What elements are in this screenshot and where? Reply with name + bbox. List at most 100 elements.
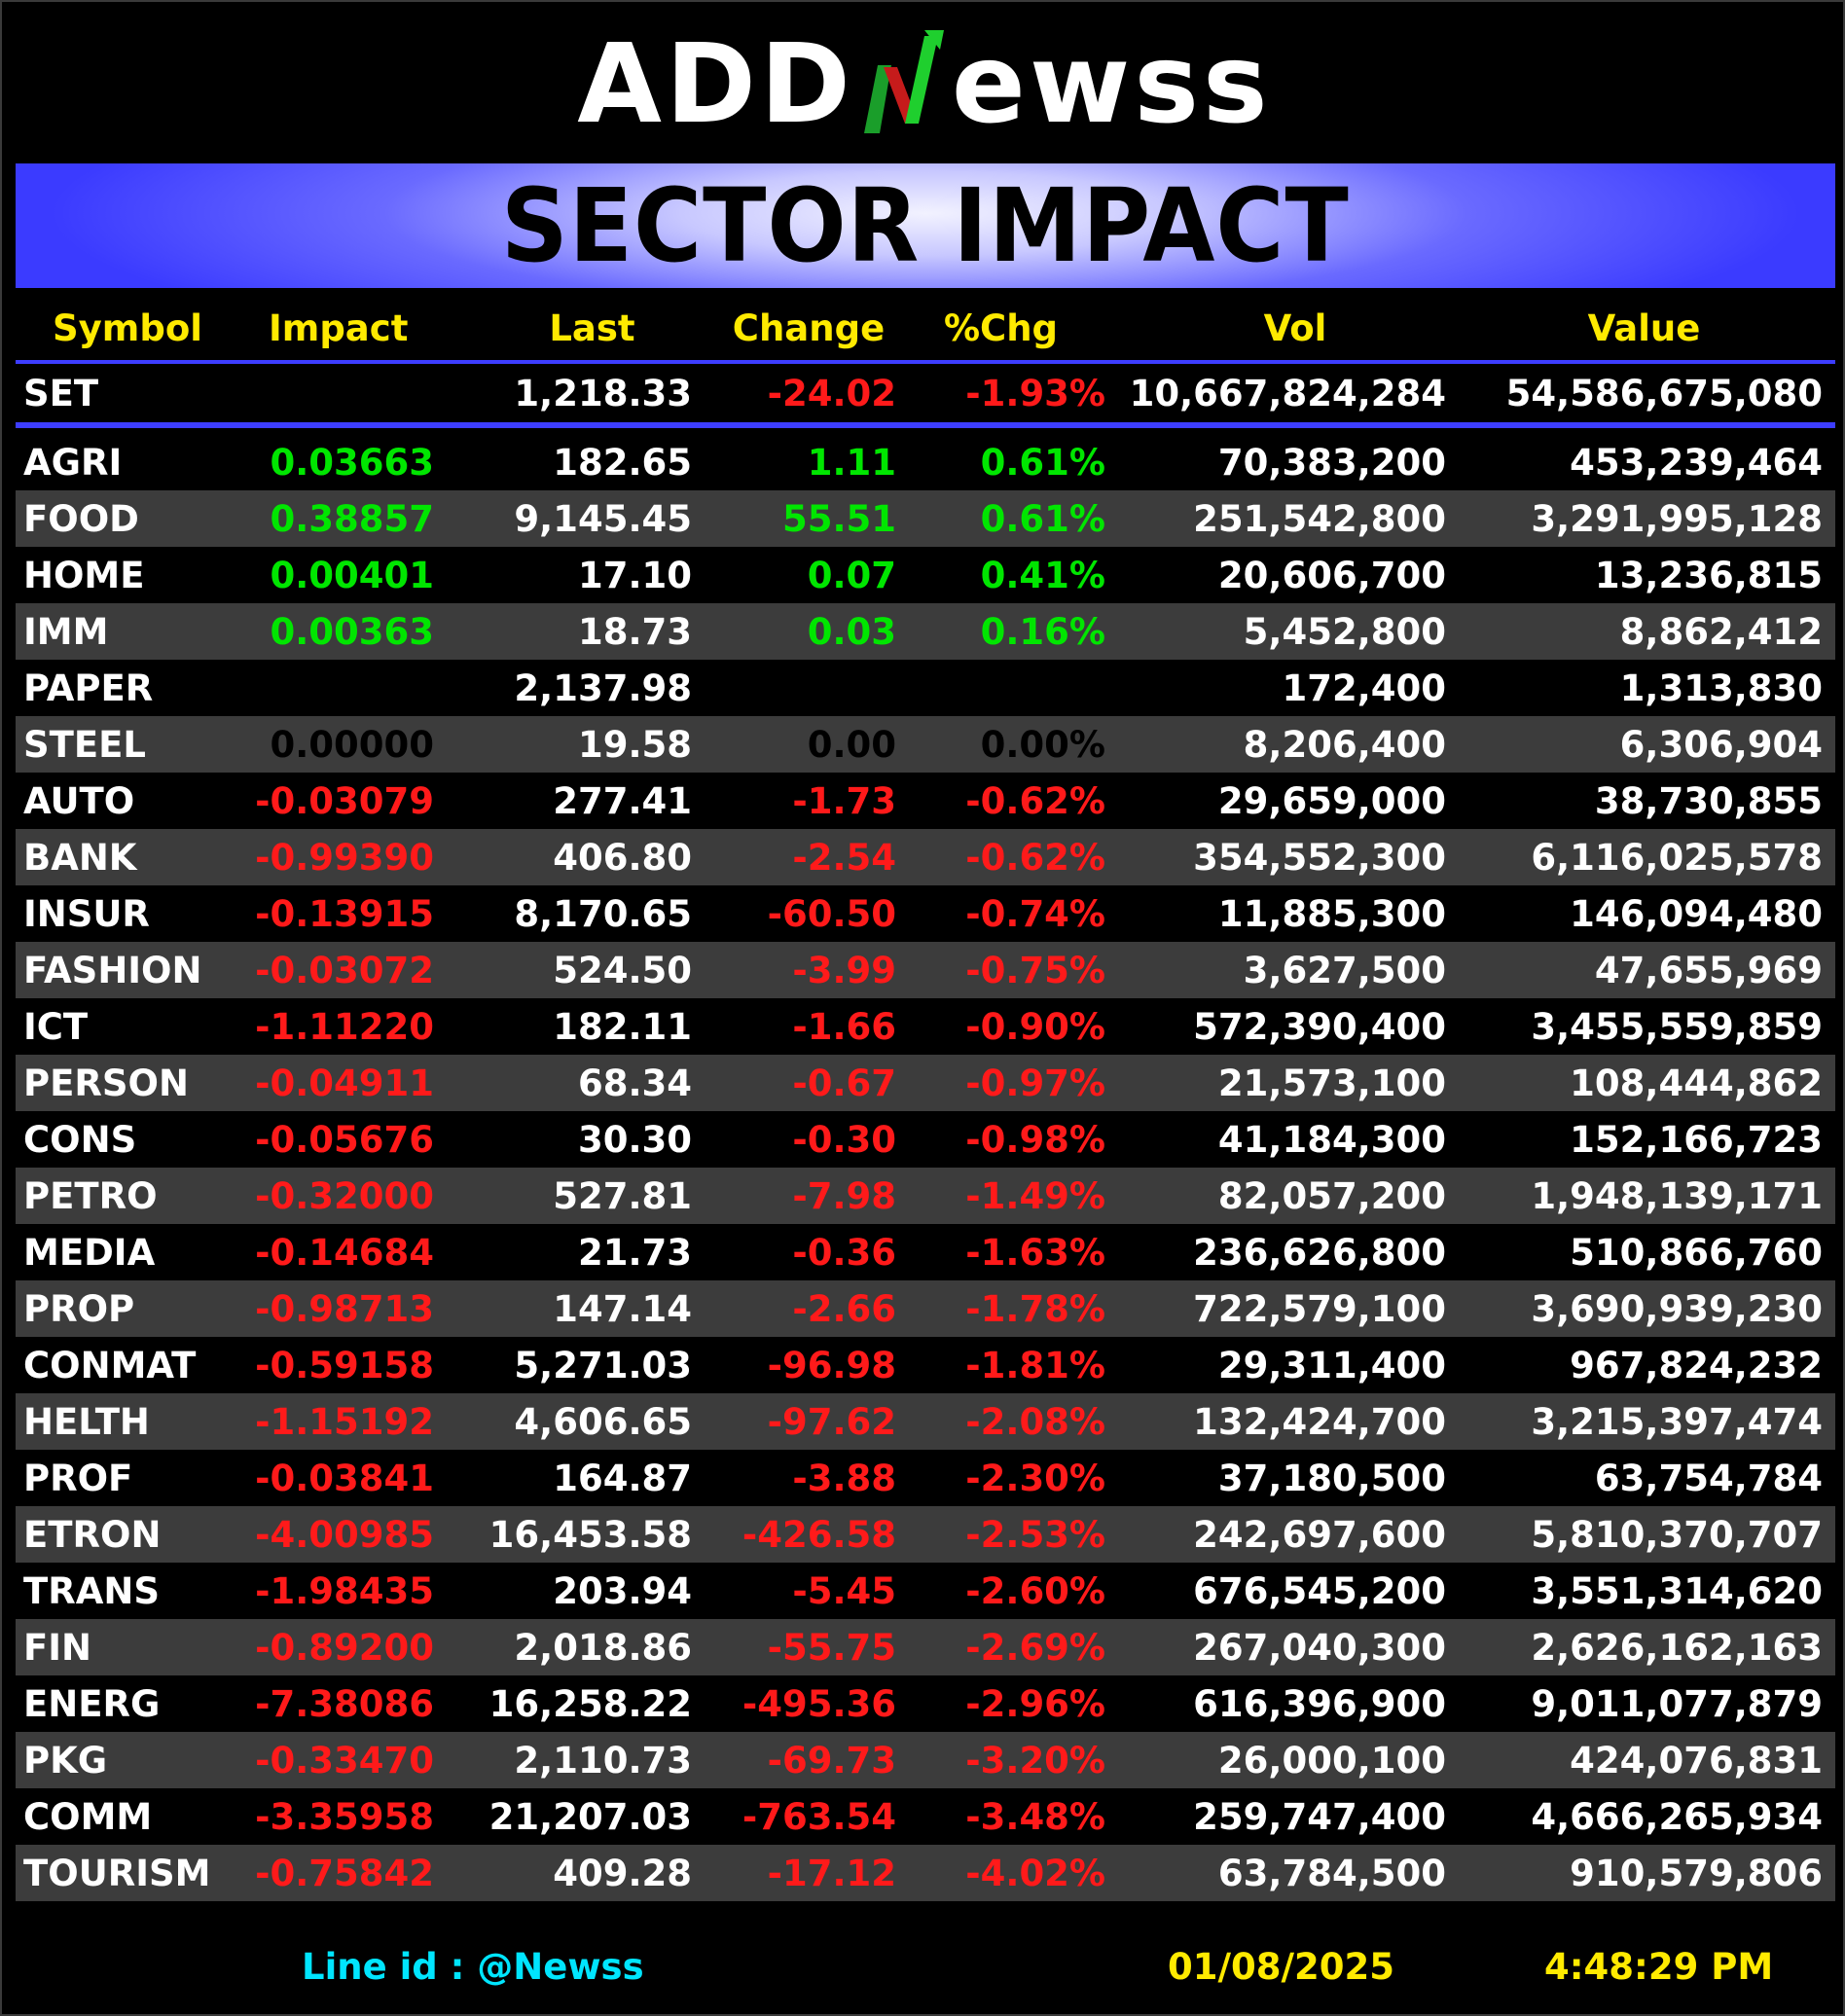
- sector-impact: -0.03072: [255, 949, 434, 991]
- sector-last: 147.14: [553, 1287, 692, 1330]
- sector-value: 910,579,806: [1570, 1852, 1823, 1894]
- sector-volume: 572,390,400: [1193, 1005, 1446, 1048]
- sector-volume: 82,057,200: [1217, 1174, 1446, 1217]
- sector-pct-change: -0.75%: [965, 949, 1105, 991]
- sector-last: 9,145.45: [514, 497, 692, 540]
- sector-rows: AGRI 0.03663 182.65 1.11 0.61% 70,383,200 453,…: [16, 434, 1835, 1901]
- sector-last: 8,170.65: [514, 892, 692, 935]
- title-banner: SECTOR IMPACT: [16, 163, 1835, 288]
- sector-change: -0.30: [792, 1118, 896, 1161]
- sector-symbol: BANK: [23, 836, 137, 879]
- table-row: FASHION -0.03072 524.50 -3.99 -0.75% 3,627,50…: [16, 942, 1835, 998]
- sector-volume: 37,180,500: [1217, 1457, 1446, 1499]
- table-row: PERSON -0.04911 68.34 -0.67 -0.97% 21,573,100…: [16, 1055, 1835, 1111]
- sector-change: -97.62: [767, 1400, 896, 1443]
- sector-impact: -0.59158: [255, 1344, 434, 1386]
- sector-change: -60.50: [767, 892, 896, 935]
- sector-last: 2,110.73: [514, 1739, 692, 1782]
- sector-symbol: CONS: [23, 1118, 137, 1161]
- column-header-value: Value: [1587, 306, 1701, 349]
- sector-last: 16,453.58: [488, 1513, 692, 1556]
- sector-impact: -0.99390: [255, 836, 434, 879]
- sector-pct-change: -2.69%: [965, 1626, 1105, 1669]
- sector-value: 2,626,162,163: [1531, 1626, 1823, 1669]
- table-row: INSUR -0.13915 8,170.65 -60.50 -0.74% 11,885,…: [16, 885, 1835, 942]
- sector-pct-change: 0.61%: [980, 441, 1105, 484]
- sector-change: 0.00: [807, 723, 896, 766]
- sector-volume: 20,606,700: [1217, 554, 1446, 596]
- sector-volume: 21,573,100: [1217, 1062, 1446, 1104]
- sector-last: 19.58: [577, 723, 692, 766]
- sector-impact: -0.33470: [255, 1739, 434, 1782]
- sector-volume: 172,400: [1282, 666, 1446, 709]
- sector-impact: 0.00363: [270, 610, 434, 653]
- sector-value: 63,754,784: [1594, 1457, 1823, 1499]
- sector-pct-change: -0.90%: [965, 1005, 1105, 1048]
- table-header: Symbol Impact Last Change %Chg Vol Value: [16, 296, 1835, 360]
- sector-symbol: PROF: [23, 1457, 133, 1499]
- sector-symbol: CONMAT: [23, 1344, 197, 1386]
- sector-pct-change: -0.74%: [965, 892, 1105, 935]
- sector-pct-change: 0.41%: [980, 554, 1105, 596]
- sector-pct-change: -2.60%: [965, 1569, 1105, 1612]
- sector-impact: -7.38086: [255, 1682, 434, 1725]
- table-row: TRANS -1.98435 203.94 -5.45 -2.60% 676,545,20…: [16, 1563, 1835, 1619]
- sector-pct-change: -0.97%: [965, 1062, 1105, 1104]
- table-row: BANK -0.99390 406.80 -2.54 -0.62% 354,552,300…: [16, 829, 1835, 885]
- sector-change: -495.36: [742, 1682, 896, 1725]
- sector-volume: 29,659,000: [1217, 779, 1446, 822]
- sector-value: 1,948,139,171: [1531, 1174, 1823, 1217]
- sector-change: -7.98: [792, 1174, 896, 1217]
- sector-volume: 3,627,500: [1243, 949, 1446, 991]
- sector-change: -0.67: [792, 1062, 896, 1104]
- sector-volume: 63,784,500: [1217, 1852, 1446, 1894]
- sector-last: 2,137.98: [514, 666, 692, 709]
- sector-pct-change: 0.00%: [980, 723, 1105, 766]
- sector-last: 406.80: [553, 836, 692, 879]
- sector-volume: 5,452,800: [1243, 610, 1446, 653]
- sector-table: Symbol Impact Last Change %Chg Vol Value…: [16, 296, 1835, 1901]
- sector-last: 16,258.22: [488, 1682, 692, 1725]
- column-header-symbol: Symbol: [53, 306, 202, 349]
- sector-symbol: ETRON: [23, 1513, 162, 1556]
- table-row: FIN -0.89200 2,018.86 -55.75 -2.69% 267,040,3…: [16, 1619, 1835, 1675]
- sector-change: -5.45: [792, 1569, 896, 1612]
- sector-impact: -0.14684: [255, 1231, 434, 1274]
- sector-volume: 132,424,700: [1193, 1400, 1446, 1443]
- set-symbol: SET: [23, 372, 99, 414]
- sector-value: 3,215,397,474: [1531, 1400, 1823, 1443]
- set-volume: 10,667,824,284: [1129, 372, 1446, 414]
- sector-impact: -3.35958: [255, 1795, 434, 1838]
- sector-last: 182.11: [553, 1005, 692, 1048]
- set-change: -24.02: [767, 372, 896, 414]
- table-row: AUTO -0.03079 277.41 -1.73 -0.62% 29,659,000 3…: [16, 773, 1835, 829]
- sector-value: 3,690,939,230: [1531, 1287, 1823, 1330]
- sector-symbol: FIN: [23, 1626, 92, 1669]
- sector-symbol: ENERG: [23, 1682, 161, 1725]
- sector-pct-change: -2.08%: [965, 1400, 1105, 1443]
- sector-symbol: PETRO: [23, 1174, 158, 1217]
- table-row: HOME 0.00401 17.10 0.07 0.41% 20,606,700 13,23…: [16, 547, 1835, 603]
- sector-change: -3.99: [792, 949, 896, 991]
- sector-volume: 236,626,800: [1193, 1231, 1446, 1274]
- sector-volume: 29,311,400: [1217, 1344, 1446, 1386]
- sector-change: 0.07: [807, 554, 896, 596]
- table-row: PETRO -0.32000 527.81 -7.98 -1.49% 82,057,200…: [16, 1168, 1835, 1224]
- sector-pct-change: -1.63%: [965, 1231, 1105, 1274]
- sector-impact: 0.38857: [270, 497, 434, 540]
- sector-last: 17.10: [577, 554, 692, 596]
- table-row: IMM 0.00363 18.73 0.03 0.16% 5,452,800 8,862,4…: [16, 603, 1835, 660]
- sector-value: 146,094,480: [1570, 892, 1823, 935]
- table-row: HELTH -1.15192 4,606.65 -97.62 -2.08% 132,424…: [16, 1393, 1835, 1450]
- sector-value: 510,866,760: [1570, 1231, 1823, 1274]
- page-title: SECTOR IMPACT: [501, 166, 1350, 285]
- sector-change: -1.66: [792, 1005, 896, 1048]
- sector-symbol: AUTO: [23, 779, 135, 822]
- set-pct-change: -1.93%: [965, 372, 1105, 414]
- sector-value: 424,076,831: [1570, 1739, 1823, 1782]
- sector-impact: -1.15192: [255, 1400, 434, 1443]
- column-header-volume: Vol: [1263, 306, 1327, 349]
- sector-value: 3,291,995,128: [1531, 497, 1823, 540]
- sector-last: 527.81: [553, 1174, 692, 1217]
- table-row: MEDIA -0.14684 21.73 -0.36 -1.63% 236,626,800…: [16, 1224, 1835, 1280]
